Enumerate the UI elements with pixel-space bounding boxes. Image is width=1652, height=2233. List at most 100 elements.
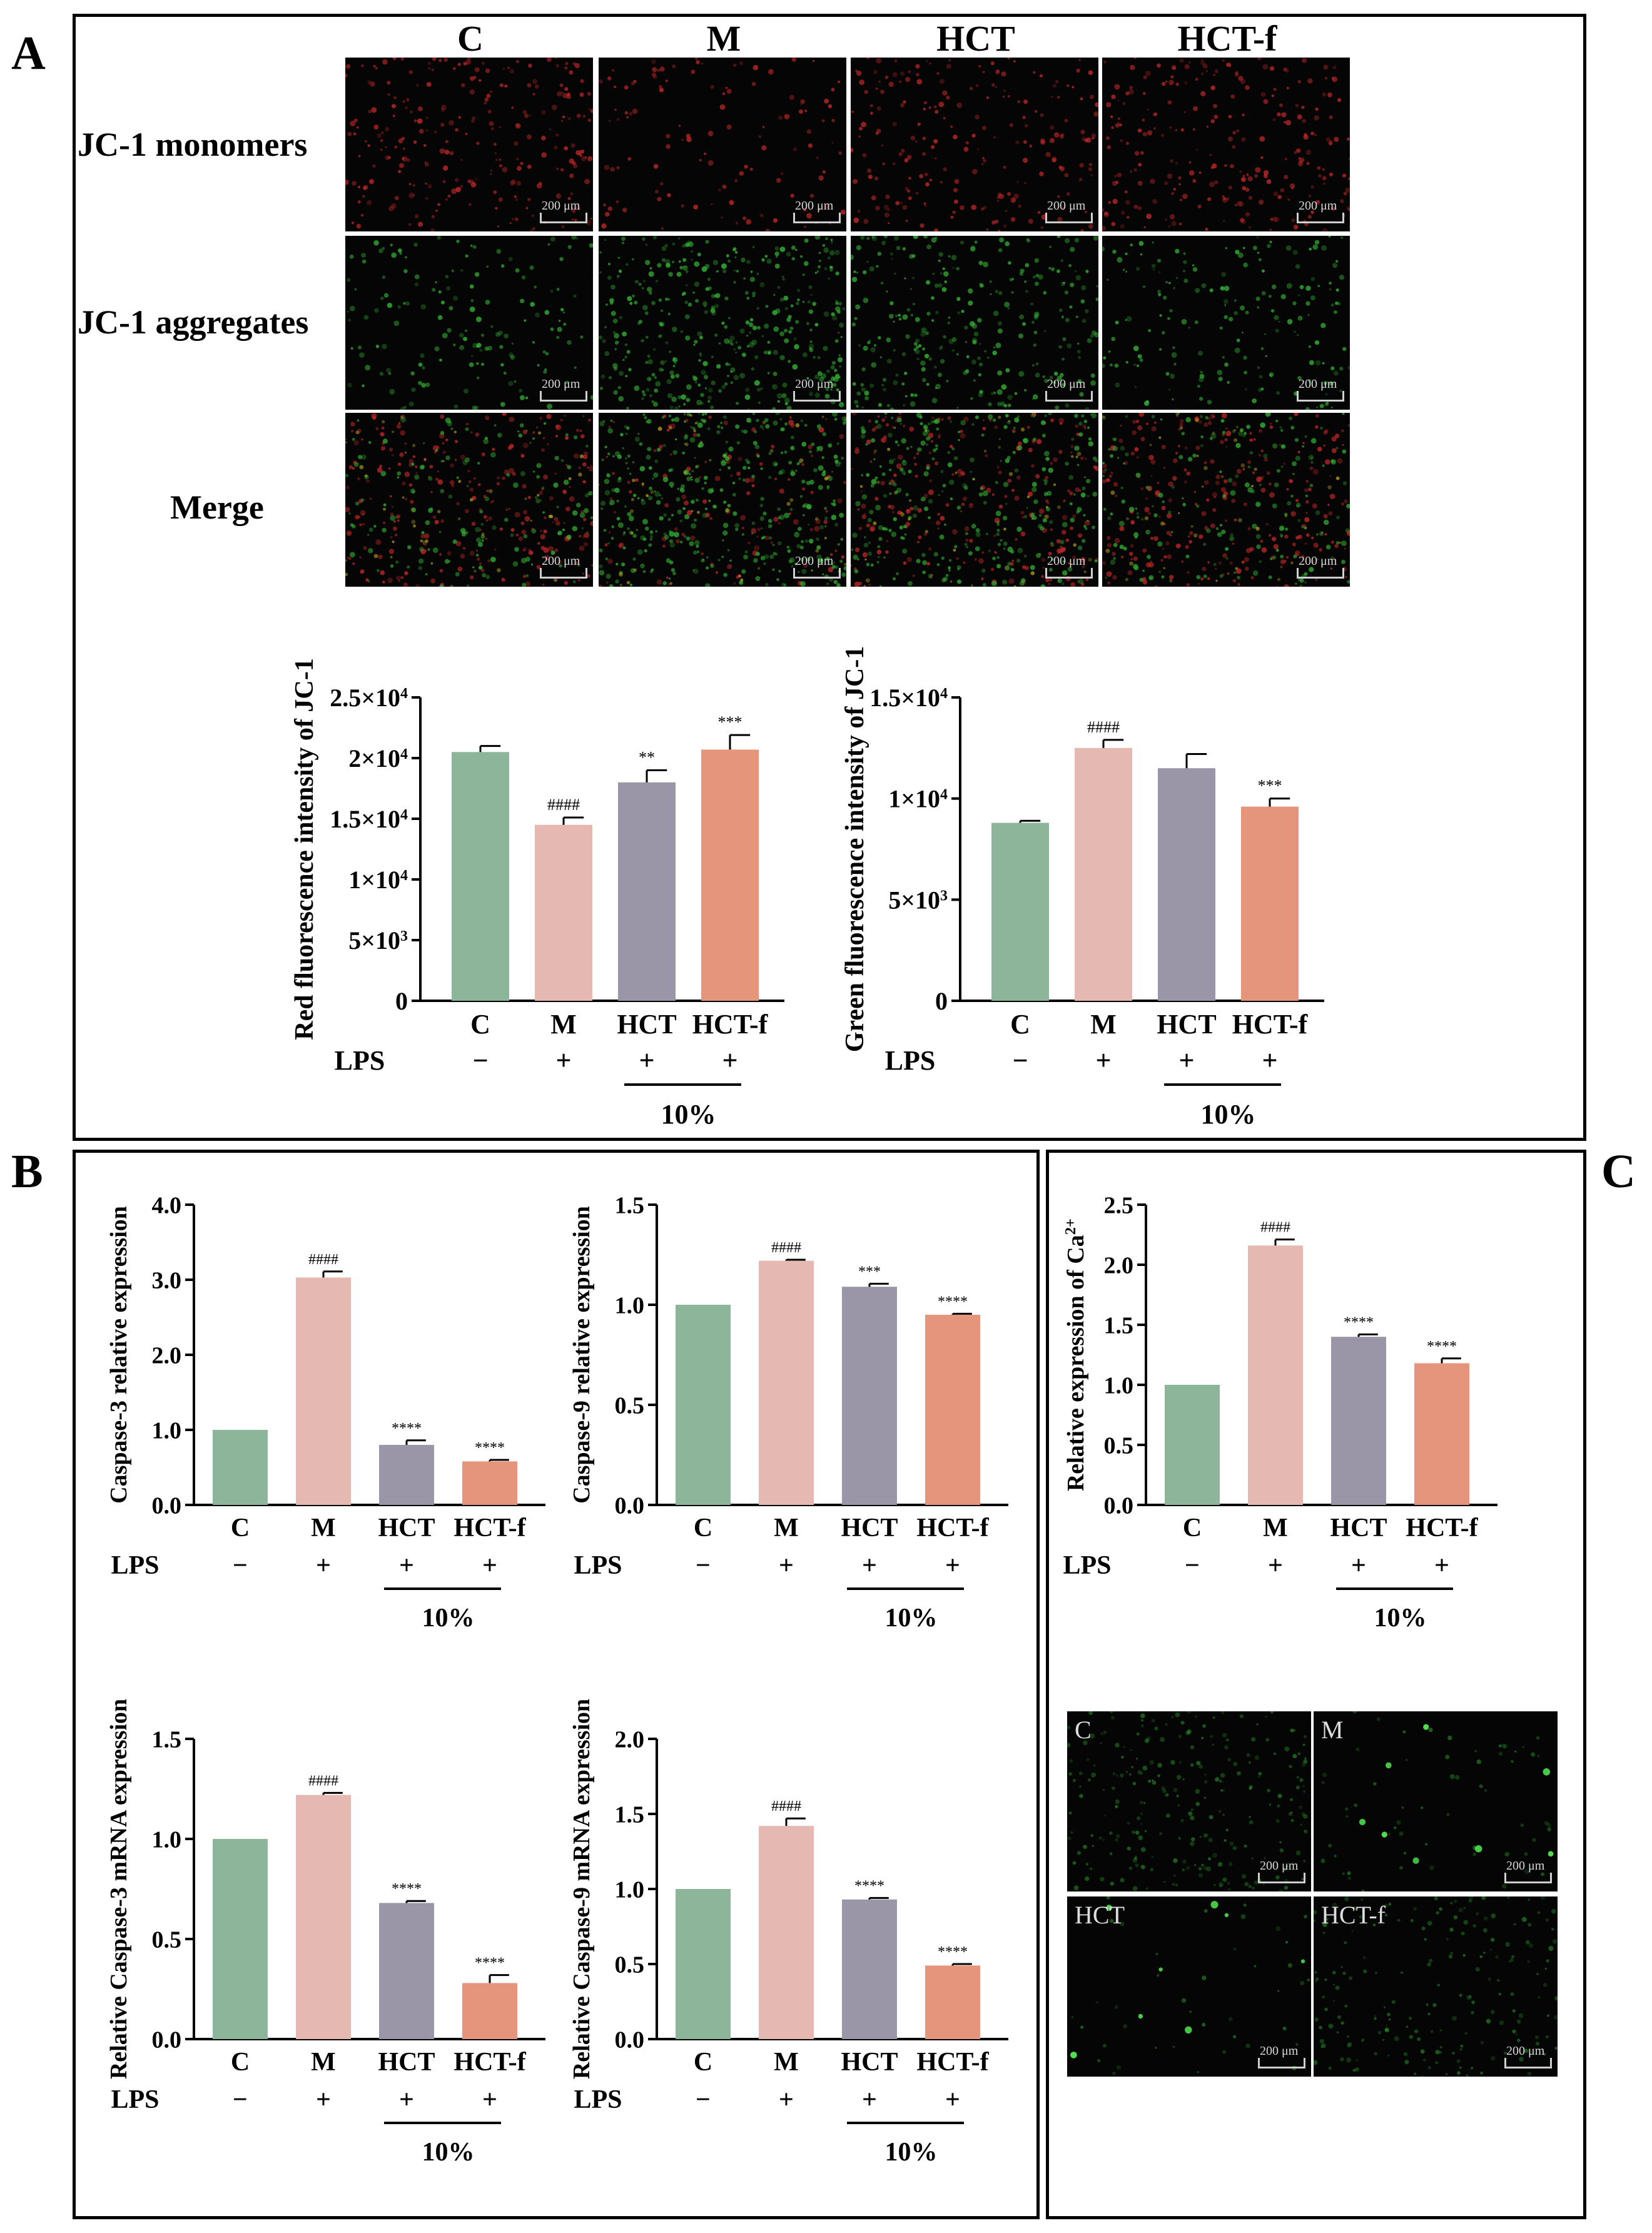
lps-sign: − bbox=[472, 1045, 488, 1076]
scale-bar bbox=[540, 568, 587, 579]
column-header-hct: HCT bbox=[936, 18, 1015, 59]
lps-label: LPS bbox=[111, 2085, 159, 2114]
y-tick-label: 5×103 bbox=[888, 886, 948, 914]
scale-bar-label: 200 μm bbox=[1260, 1859, 1299, 1873]
y-tick-label: 2.0 bbox=[152, 1342, 182, 1369]
scale-bar-label: 200 μm bbox=[1506, 2044, 1545, 2058]
y-tick-label: 1.5 bbox=[1104, 1312, 1134, 1339]
bar-HCT-f bbox=[1414, 1363, 1469, 1505]
lps-sign: + bbox=[639, 1045, 654, 1076]
y-tick-label: 1.0 bbox=[152, 1826, 182, 1853]
scale-bar bbox=[793, 391, 841, 402]
scale-bar-label: 200 μm bbox=[795, 377, 834, 391]
scale-bar-label: 200 μm bbox=[1506, 1859, 1545, 1873]
lps-sign: + bbox=[1351, 1551, 1366, 1580]
bar-C bbox=[676, 1305, 731, 1505]
bar-M bbox=[1075, 747, 1132, 1001]
scale-bar bbox=[793, 568, 841, 579]
y-tick-label: 5×103 bbox=[348, 926, 408, 954]
scale-bar bbox=[540, 213, 587, 223]
panel-b-frame bbox=[73, 1150, 1040, 2219]
category-label: HCT-f bbox=[916, 2048, 989, 2077]
scale-bar-label: 200 μm bbox=[542, 377, 580, 391]
bar-HCT-f bbox=[925, 1315, 980, 1505]
y-tick-label: 1×104 bbox=[348, 866, 408, 894]
caspase-9-chart: 0.0 0.5 1.0 1.5 C − #### M + *** HCT + **** HCT-f + LPS… bbox=[569, 1192, 1008, 1633]
calcium-tile-c: C 200 μm bbox=[1067, 1711, 1311, 1891]
bar-M bbox=[759, 1260, 814, 1505]
category-label: HCT bbox=[378, 2048, 435, 2077]
y-tick-label: 3.0 bbox=[152, 1267, 182, 1294]
y-tick-label: 2.5×104 bbox=[330, 684, 408, 712]
category-label: M bbox=[1090, 1009, 1117, 1040]
lps-sign: + bbox=[399, 2085, 414, 2114]
lps-label: LPS bbox=[574, 1551, 622, 1580]
significance-label: #### bbox=[547, 796, 580, 814]
significance-label: #### bbox=[771, 1798, 801, 1815]
bar-HCT bbox=[618, 782, 676, 1001]
y-tick-label: 0.5 bbox=[615, 1952, 645, 1978]
dose-label: 10% bbox=[422, 2138, 475, 2167]
y-tick-label: 0.5 bbox=[152, 1927, 182, 1953]
y-tick-label: 1.5 bbox=[152, 1726, 182, 1753]
significance-label: **** bbox=[938, 1294, 968, 1310]
lps-sign: + bbox=[945, 2085, 960, 2114]
dose-label: 10% bbox=[885, 2138, 938, 2167]
lps-sign: + bbox=[722, 1045, 737, 1076]
scale-bar-label: 200 μm bbox=[795, 199, 834, 213]
calcium-tile-hct-f: HCT-f 200 μm bbox=[1314, 1896, 1558, 2077]
micrograph-aggregates-hct-f: 200 μm bbox=[1102, 236, 1350, 410]
category-label: HCT bbox=[617, 1009, 676, 1040]
bar-C bbox=[452, 752, 509, 1001]
dose-label: 10% bbox=[422, 1604, 475, 1633]
category-label: HCT-f bbox=[454, 2048, 526, 2077]
bar-M bbox=[535, 824, 592, 1001]
micrograph-merge-c: 200 μm bbox=[345, 413, 593, 587]
column-header-hct-f: HCT-f bbox=[1177, 18, 1277, 59]
lps-sign: + bbox=[779, 1551, 794, 1580]
lps-label: LPS bbox=[574, 2085, 622, 2114]
scale-bar bbox=[1504, 2058, 1552, 2068]
scale-bar bbox=[1297, 568, 1344, 579]
significance-label: **** bbox=[475, 1955, 505, 1972]
bar-HCT bbox=[379, 1903, 434, 2039]
scale-bar bbox=[1045, 568, 1093, 579]
row-header-monomers: JC-1 monomers bbox=[78, 126, 308, 163]
category-label: M bbox=[1263, 1514, 1288, 1542]
y-tick-label: 0.5 bbox=[1104, 1432, 1134, 1459]
calcium-tile-m: M 200 μm bbox=[1314, 1711, 1558, 1891]
micrograph-merge-m: 200 μm bbox=[599, 413, 846, 587]
significance-label: #### bbox=[1260, 1220, 1290, 1236]
row-header-aggregates: JC-1 aggregates bbox=[78, 303, 309, 341]
y-tick-label: 0.0 bbox=[615, 1492, 645, 1519]
micrograph-monomers-c: 200 μm bbox=[345, 58, 593, 231]
y-axis-title: Relative expression of Ca2+ bbox=[1062, 1218, 1090, 1491]
micrograph-merge-hct-f: 200 μm bbox=[1102, 413, 1350, 587]
bar-HCT-f bbox=[701, 749, 759, 1001]
lps-sign: + bbox=[862, 2085, 877, 2114]
significance-label: **** bbox=[1427, 1339, 1457, 1355]
lps-sign: + bbox=[1268, 1551, 1283, 1580]
category-label: HCT-f bbox=[1232, 1009, 1309, 1040]
dose-label: 10% bbox=[1201, 1099, 1256, 1130]
micrograph-aggregates-m: 200 μm bbox=[599, 236, 846, 410]
category-label: M bbox=[311, 2048, 336, 2077]
bar-HCT-f bbox=[462, 1461, 517, 1505]
red-fluorescence-chart: 0 5×103 1×104 1.5×104 2×104 2.5×104 C − #### M + **… bbox=[290, 658, 784, 1130]
category-label: C bbox=[1010, 1009, 1030, 1040]
y-tick-label: 1.0 bbox=[615, 1292, 645, 1319]
bar-C bbox=[676, 1889, 731, 2039]
significance-label: **** bbox=[854, 1878, 884, 1894]
bar-HCT bbox=[1331, 1337, 1386, 1505]
panel-c-frame bbox=[1046, 1150, 1586, 2219]
bar-HCT bbox=[1158, 768, 1215, 1001]
scale-bar bbox=[1258, 1873, 1305, 1883]
y-tick-label: 1.0 bbox=[615, 1876, 645, 1903]
micrograph-monomers-hct-f: 200 μm bbox=[1102, 58, 1350, 231]
panel-a-frame bbox=[73, 14, 1586, 1141]
lps-sign: + bbox=[482, 1551, 497, 1580]
bar-C bbox=[213, 1430, 268, 1505]
lps-sign: + bbox=[862, 1551, 877, 1580]
row-header-merge: Merge bbox=[170, 489, 264, 526]
y-axis-title: Caspase-3 relative expression bbox=[106, 1206, 132, 1504]
